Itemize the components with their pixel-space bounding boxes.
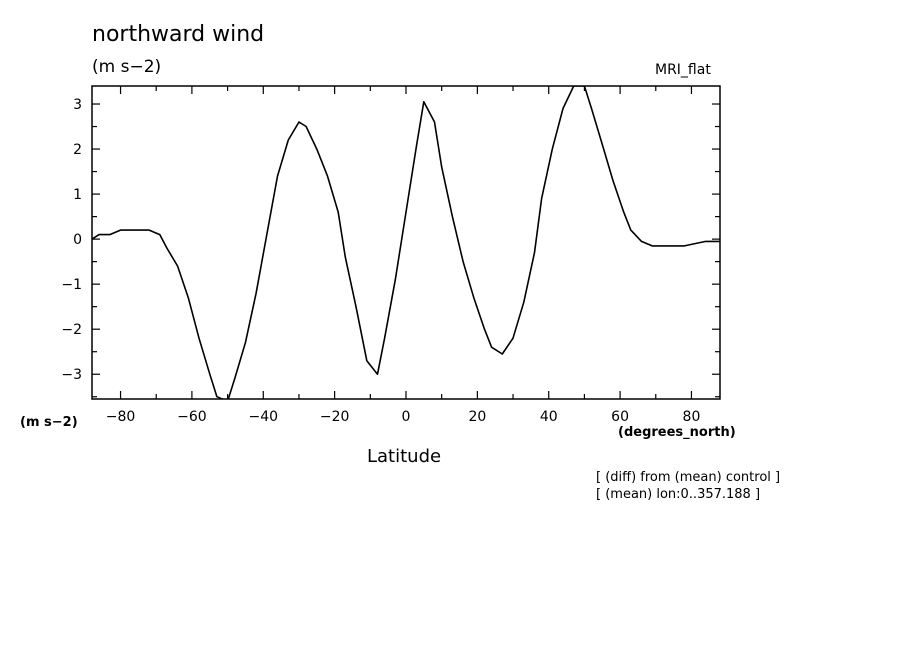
y-tick-label: −1 <box>61 277 82 293</box>
x-tick-label: 0 <box>402 409 411 425</box>
annotation-diff: [ (diff) from (mean) control ] <box>596 470 781 485</box>
y-axis-units: (m s−2) <box>20 415 78 430</box>
y-tick-label: 2 <box>73 142 82 158</box>
x-tick-label: 20 <box>468 409 486 425</box>
model-label: MRI_flat <box>655 62 711 78</box>
x-tick-label: 40 <box>540 409 558 425</box>
x-axis-units: (degrees_north) <box>618 425 736 440</box>
series-line <box>92 86 720 399</box>
tick-labels: −80 −60 −40 −20 0 20 40 60 80 3 2 1 0 −1 −2 −3 <box>61 97 700 425</box>
x-tick-label: −40 <box>248 409 278 425</box>
y-tick-label: 0 <box>73 232 82 248</box>
tick-marks <box>92 86 720 399</box>
y-tick-label: 3 <box>73 97 82 113</box>
x-tick-label: 80 <box>683 409 701 425</box>
x-axis-label: Latitude <box>367 446 442 467</box>
x-tick-label: −80 <box>106 409 136 425</box>
y-tick-label: −3 <box>61 367 82 383</box>
x-tick-label: −20 <box>320 409 350 425</box>
annotation-mean: [ (mean) lon:0..357.188 ] <box>596 487 761 502</box>
x-tick-label: −60 <box>177 409 207 425</box>
chart-units-label: (m s−2) <box>92 57 162 77</box>
y-tick-label: 1 <box>73 187 82 203</box>
plot-frame <box>91 85 721 400</box>
chart-title: northward wind <box>92 22 265 47</box>
x-tick-label: 60 <box>611 409 629 425</box>
y-tick-label: −2 <box>61 322 82 338</box>
